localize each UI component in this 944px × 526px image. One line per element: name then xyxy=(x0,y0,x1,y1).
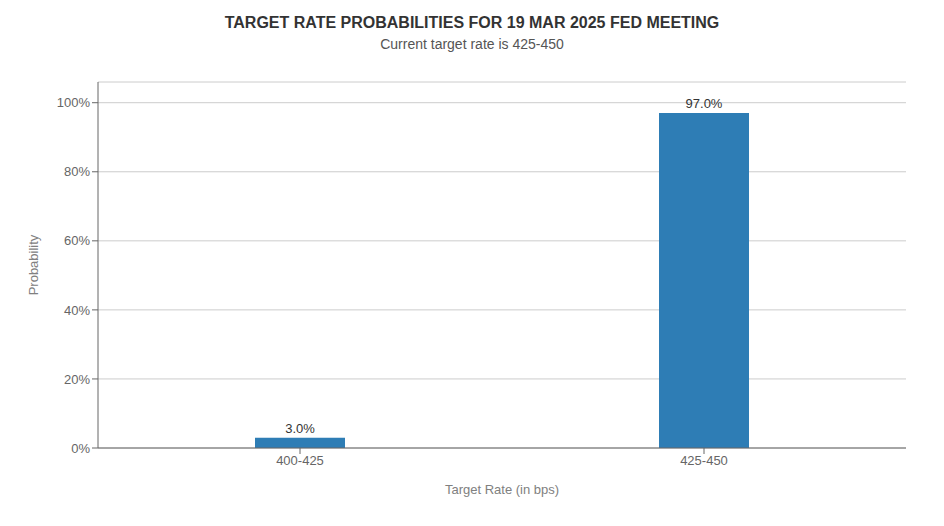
svg-text:40%: 40% xyxy=(64,303,90,318)
html-text:TARGET RATE PROBABILITIES FOR: TARGET RATE PROBABILITIES FOR 19 MAR 202… xyxy=(224,14,720,31)
svg-text:60%: 60% xyxy=(64,233,90,248)
svg-text:20%: 20% xyxy=(64,372,90,387)
svg-text:97.0%: 97.0% xyxy=(686,96,723,111)
svg-text:400-425: 400-425 xyxy=(276,453,324,468)
svg-text:80%: 80% xyxy=(64,164,90,179)
svg-text:Probability: Probability xyxy=(26,234,41,295)
svg-text:425-450: 425-450 xyxy=(680,453,728,468)
html-text:Current target rate is 425-450: Current target rate is 425-450 xyxy=(380,36,564,52)
svg-text:0%: 0% xyxy=(71,441,90,456)
svg-text:100%: 100% xyxy=(57,95,91,110)
svg-text:3.0%: 3.0% xyxy=(285,421,315,436)
svg-text:Target Rate (in bps): Target Rate (in bps) xyxy=(445,482,559,497)
